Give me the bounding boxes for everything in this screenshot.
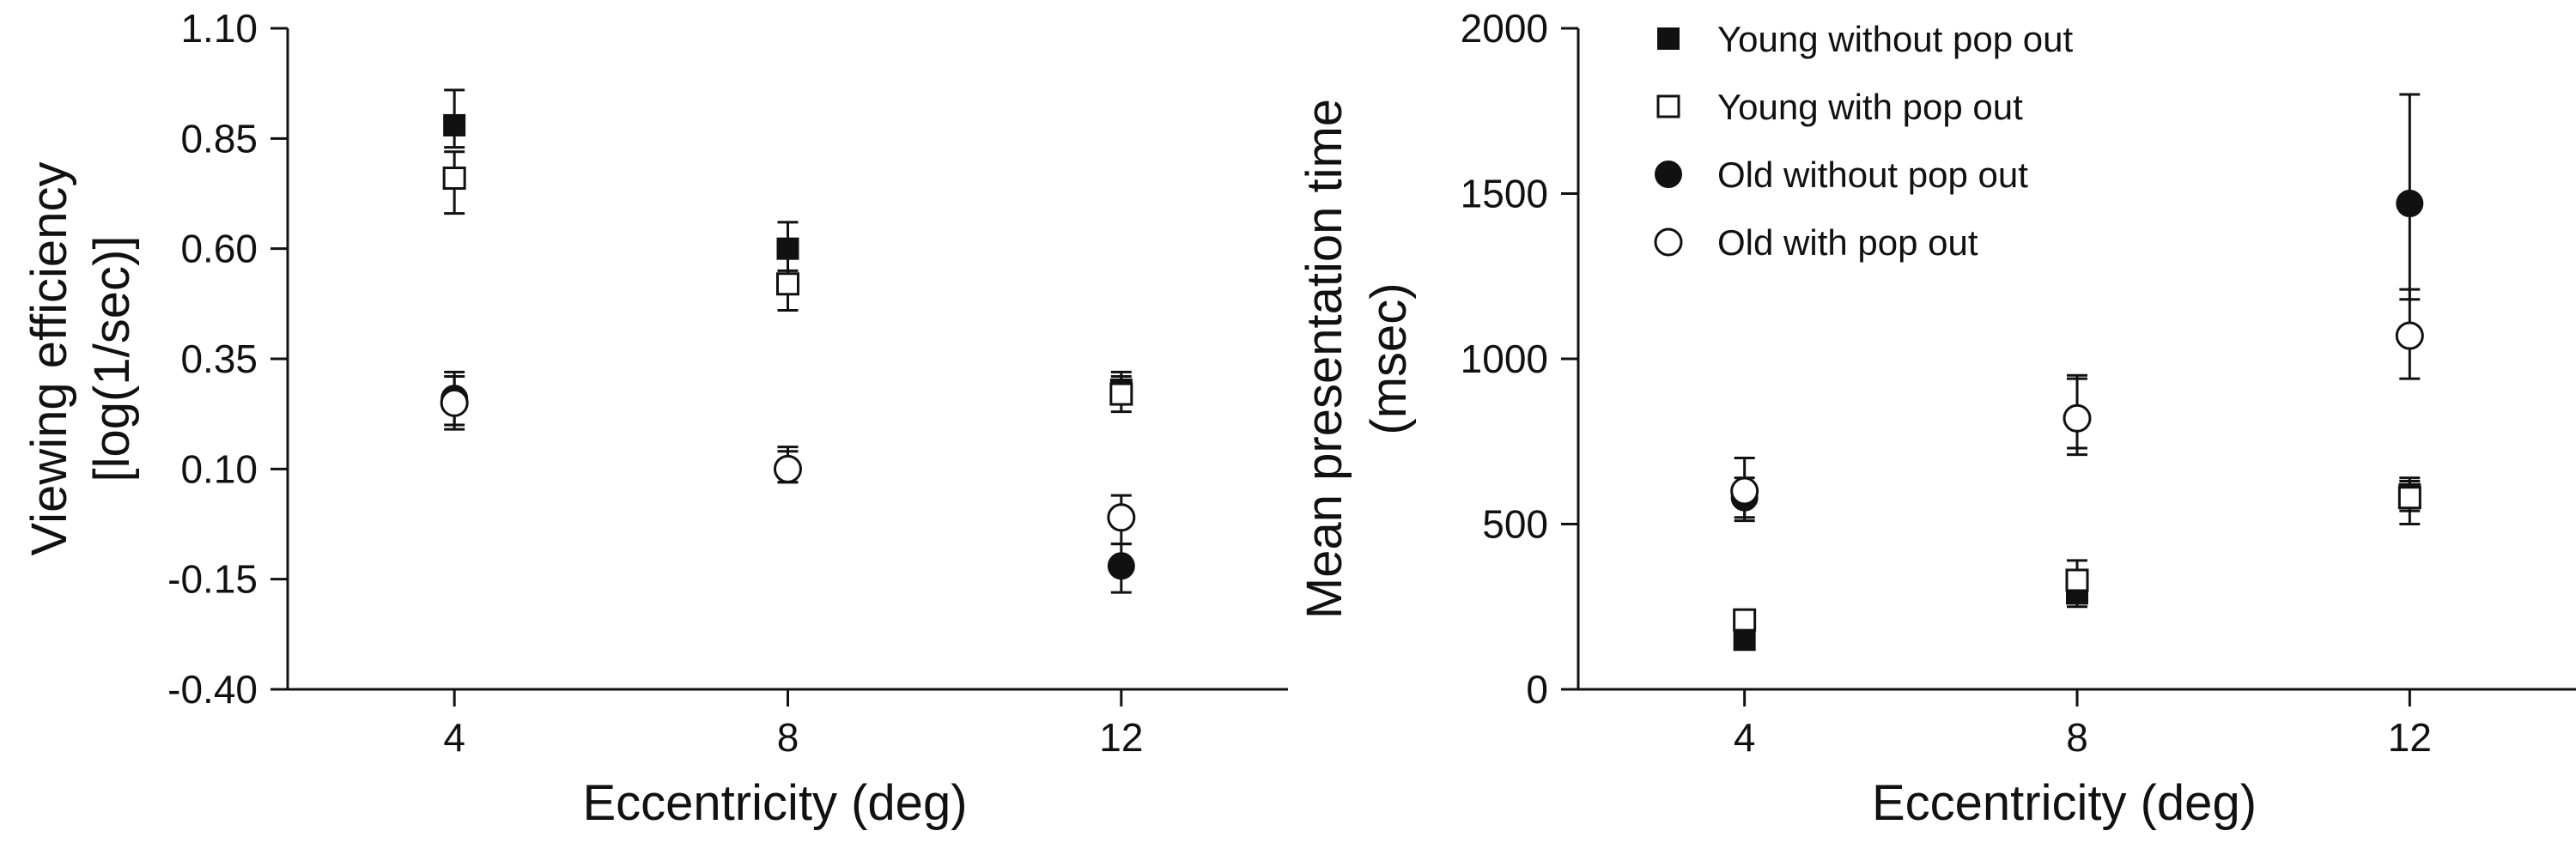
y-tick-label: 0.10 xyxy=(180,446,258,491)
x-tick-label: 4 xyxy=(1734,715,1756,760)
y-tick-label: 0.60 xyxy=(180,227,258,271)
left-chart: 1.10 0.85 0.60 0.35 0.10 -0.15 -0.40 4 8 12 Eccent… xyxy=(21,6,1288,831)
data-point xyxy=(2063,403,2092,433)
y-axis-title: Mean presentation time xyxy=(1297,99,1352,619)
data-point xyxy=(1733,608,1757,632)
data-point xyxy=(2397,486,2421,510)
legend-label: Young with pop out xyxy=(1717,87,2023,127)
data-point xyxy=(776,272,799,296)
y-tick-label: 500 xyxy=(1482,502,1548,547)
data-point xyxy=(1107,503,1136,532)
y-tick-label: -0.40 xyxy=(167,667,258,712)
y-tick-label: 0.35 xyxy=(180,337,258,381)
data-point xyxy=(2395,321,2424,350)
x-axis-title: Eccentricity (deg) xyxy=(582,775,967,831)
x-axis-title: Eccentricity (deg) xyxy=(1872,775,2257,831)
legend-label: Young without pop out xyxy=(1717,19,2073,59)
y-axis-title: [log(1/sec)] xyxy=(84,236,140,482)
data-point xyxy=(774,454,802,483)
data-point xyxy=(1733,628,1756,652)
data-point xyxy=(776,237,799,260)
legend-marker xyxy=(1656,94,1680,118)
data-point xyxy=(440,388,469,417)
y-tick-label: 1.10 xyxy=(180,6,258,51)
x-tick-label: 12 xyxy=(2388,715,2432,760)
y-tick-label: 0.85 xyxy=(180,116,258,161)
legend-marker xyxy=(1655,161,1682,188)
x-tick-label: 4 xyxy=(443,715,465,760)
data-point xyxy=(443,113,466,136)
y-tick-label: -0.15 xyxy=(167,557,258,602)
y-tick-label: 0 xyxy=(1526,667,1548,712)
data-point xyxy=(442,167,466,191)
data-point xyxy=(1107,552,1135,580)
legend-label: Old with pop out xyxy=(1717,222,1978,263)
x-tick-label: 8 xyxy=(777,715,799,760)
x-tick-label: 8 xyxy=(2066,715,2088,760)
data-point xyxy=(2396,190,2424,218)
right-chart: 2000 1500 1000 500 0 4 8 12 Eccentricity (deg) Me… xyxy=(1297,6,2576,831)
y-axis-title: Viewing efficiency xyxy=(21,162,77,556)
y-axis-title: (msec) xyxy=(1361,282,1417,434)
x-tick-label: 12 xyxy=(1099,715,1143,760)
data-point xyxy=(1730,476,1759,506)
data-point xyxy=(1109,382,1133,406)
legend-label: Old without pop out xyxy=(1717,155,2028,195)
y-tick-label: 2000 xyxy=(1461,6,1548,51)
y-tick-label: 1500 xyxy=(1461,172,1548,216)
legend-marker xyxy=(1657,27,1680,50)
data-point xyxy=(2065,568,2089,592)
y-tick-label: 1000 xyxy=(1461,337,1548,381)
legend-marker xyxy=(1654,227,1683,257)
